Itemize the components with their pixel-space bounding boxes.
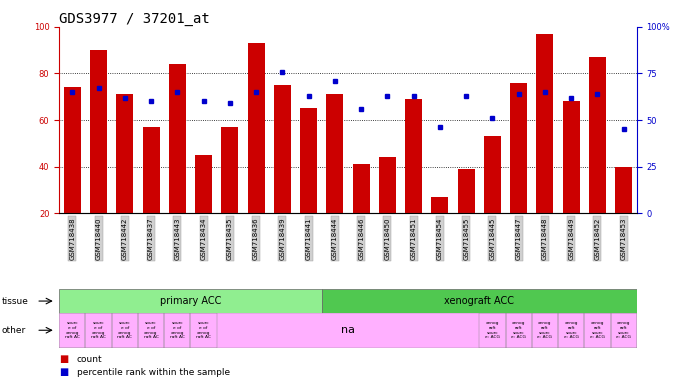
- Text: GSM718453: GSM718453: [621, 217, 626, 260]
- Text: GSM718446: GSM718446: [358, 217, 364, 260]
- Text: other: other: [1, 326, 26, 335]
- Bar: [59, 289, 322, 313]
- Text: count: count: [77, 354, 102, 364]
- Text: percentile rank within the sample: percentile rank within the sample: [77, 368, 230, 377]
- Bar: [537, 34, 553, 213]
- Text: GSM718439: GSM718439: [279, 217, 285, 260]
- Bar: [169, 64, 186, 213]
- Bar: [484, 136, 501, 213]
- Bar: [532, 313, 558, 348]
- Bar: [111, 313, 138, 348]
- Bar: [138, 313, 164, 348]
- Text: ■: ■: [59, 354, 68, 364]
- Text: sourc
e of
xenog
raft AC: sourc e of xenog raft AC: [143, 321, 159, 339]
- Text: sourc
e of
xenog
raft AC: sourc e of xenog raft AC: [65, 321, 80, 339]
- Text: GSM718454: GSM718454: [437, 217, 443, 260]
- Text: sourc
e of
xenog
raft AC: sourc e of xenog raft AC: [118, 321, 132, 339]
- Text: GSM718452: GSM718452: [594, 217, 601, 260]
- Bar: [248, 43, 264, 213]
- Text: GSM718436: GSM718436: [253, 217, 259, 260]
- Bar: [432, 197, 448, 213]
- Text: GDS3977 / 37201_at: GDS3977 / 37201_at: [59, 12, 210, 25]
- Bar: [610, 313, 637, 348]
- Text: GSM718438: GSM718438: [70, 217, 75, 260]
- Text: GSM718443: GSM718443: [174, 217, 180, 260]
- Bar: [191, 313, 216, 348]
- Text: xenog
raft
sourc
e: ACG: xenog raft sourc e: ACG: [564, 321, 578, 339]
- Text: GSM718444: GSM718444: [332, 217, 338, 260]
- Text: GSM718441: GSM718441: [306, 217, 312, 260]
- Bar: [405, 99, 422, 213]
- Bar: [585, 313, 610, 348]
- Text: na: na: [341, 325, 355, 335]
- Text: GSM718442: GSM718442: [122, 217, 128, 260]
- Bar: [59, 313, 86, 348]
- Text: GSM718434: GSM718434: [200, 217, 207, 260]
- Bar: [615, 167, 632, 213]
- Text: GSM718435: GSM718435: [227, 217, 233, 260]
- Text: xenog
raft
sourc
e: ACG: xenog raft sourc e: ACG: [485, 321, 500, 339]
- Bar: [195, 155, 212, 213]
- Bar: [221, 127, 238, 213]
- Text: tissue: tissue: [1, 296, 29, 306]
- Text: xenog
raft
sourc
e: ACG: xenog raft sourc e: ACG: [616, 321, 631, 339]
- Text: xenograft ACC: xenograft ACC: [444, 296, 514, 306]
- Bar: [64, 88, 81, 213]
- Bar: [164, 313, 191, 348]
- Bar: [322, 289, 637, 313]
- Bar: [143, 127, 159, 213]
- Text: GSM718445: GSM718445: [489, 217, 496, 260]
- Bar: [589, 57, 606, 213]
- Bar: [90, 50, 107, 213]
- Text: GSM718448: GSM718448: [542, 217, 548, 260]
- Bar: [505, 313, 532, 348]
- Bar: [274, 85, 291, 213]
- Bar: [59, 313, 637, 348]
- Text: xenog
raft
sourc
e: ACG: xenog raft sourc e: ACG: [512, 321, 526, 339]
- Text: xenog
raft
sourc
e: ACG: xenog raft sourc e: ACG: [537, 321, 553, 339]
- Text: GSM718450: GSM718450: [384, 217, 390, 260]
- Bar: [300, 108, 317, 213]
- Bar: [480, 313, 505, 348]
- Text: xenog
raft
sourc
e: ACG: xenog raft sourc e: ACG: [590, 321, 605, 339]
- Bar: [458, 169, 475, 213]
- Text: GSM718451: GSM718451: [411, 217, 417, 260]
- Text: sourc
e of
xenog
raft AC: sourc e of xenog raft AC: [196, 321, 211, 339]
- Text: GSM718447: GSM718447: [516, 217, 522, 260]
- Bar: [510, 83, 527, 213]
- Text: GSM718455: GSM718455: [463, 217, 469, 260]
- Text: primary ACC: primary ACC: [160, 296, 221, 306]
- Text: ■: ■: [59, 367, 68, 377]
- Bar: [116, 94, 134, 213]
- Text: sourc
e of
xenog
raft AC: sourc e of xenog raft AC: [91, 321, 106, 339]
- Text: GSM718440: GSM718440: [95, 217, 102, 260]
- Bar: [326, 94, 343, 213]
- Text: GSM718449: GSM718449: [568, 217, 574, 260]
- Bar: [379, 157, 396, 213]
- Bar: [558, 313, 585, 348]
- Bar: [353, 164, 370, 213]
- Bar: [86, 313, 111, 348]
- Text: GSM718437: GSM718437: [148, 217, 154, 260]
- Text: sourc
e of
xenog
raft AC: sourc e of xenog raft AC: [170, 321, 184, 339]
- Bar: [562, 101, 580, 213]
